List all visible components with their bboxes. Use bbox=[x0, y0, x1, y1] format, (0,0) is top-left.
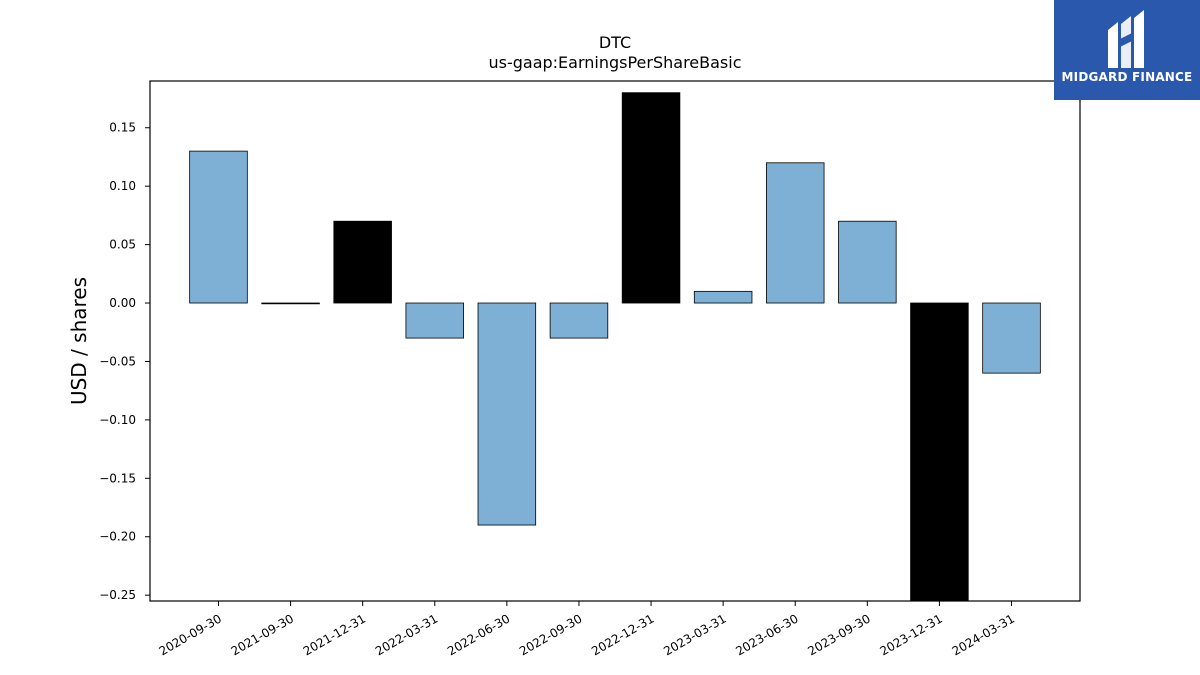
x-tick-label: 2022-09-30 bbox=[517, 611, 584, 658]
x-tick-label: 2022-03-31 bbox=[373, 611, 440, 658]
y-tick-label: 0.00 bbox=[109, 296, 136, 310]
bar-2023-12-31 bbox=[910, 302, 969, 602]
bar-2022-03-31 bbox=[405, 302, 464, 339]
y-axis-ticks: 0.15 0.10 0.05 0.00 −0.05 −0.10 −0.15 −0.20 −0.2… bbox=[99, 121, 150, 602]
bar-2021-09-30 bbox=[261, 302, 320, 305]
bar-2020-09-30 bbox=[189, 150, 248, 304]
x-axis-ticks: 2020-09-30 2021-09-30 2021-12-31 2022-03-31… bbox=[157, 601, 1017, 658]
bar-2022-09-30 bbox=[549, 302, 609, 339]
x-tick-label: 2023-03-31 bbox=[661, 611, 728, 658]
y-tick-label: 0.15 bbox=[109, 121, 136, 135]
x-tick-label: 2023-06-30 bbox=[733, 611, 800, 658]
x-tick-label: 2022-06-30 bbox=[445, 611, 512, 658]
bar-2022-12-31 bbox=[621, 92, 681, 304]
y-axis-label: USD / shares bbox=[67, 277, 91, 405]
bar-2021-12-31 bbox=[333, 220, 392, 304]
x-tick-label: 2022-12-31 bbox=[589, 611, 656, 658]
y-tick-label: 0.05 bbox=[109, 238, 136, 252]
chart-subtitle: us-gaap:EarningsPerShareBasic bbox=[488, 53, 741, 72]
x-tick-label: 2021-09-30 bbox=[229, 611, 296, 658]
chart-title: DTC bbox=[599, 33, 631, 52]
x-tick-label: 2024-03-31 bbox=[950, 611, 1017, 658]
bar-2023-03-31 bbox=[693, 290, 753, 304]
y-tick-label: −0.25 bbox=[99, 588, 136, 602]
x-tick-label: 2021-12-31 bbox=[301, 611, 368, 658]
y-tick-label: −0.20 bbox=[99, 530, 136, 544]
y-tick-label: 0.10 bbox=[109, 179, 136, 193]
x-tick-label: 2023-12-31 bbox=[878, 611, 945, 658]
y-tick-label: −0.15 bbox=[99, 471, 136, 485]
bar-2023-06-30 bbox=[766, 162, 825, 304]
bar-2023-09-30 bbox=[838, 220, 897, 304]
bar-group bbox=[189, 92, 1041, 602]
y-tick-label: −0.05 bbox=[99, 354, 136, 368]
x-tick-label: 2020-09-30 bbox=[157, 611, 224, 658]
brand-name: MIDGARD FINANCE bbox=[1061, 70, 1193, 84]
y-tick-label: −0.10 bbox=[99, 413, 136, 427]
x-tick-label: 2023-09-30 bbox=[805, 611, 872, 658]
bar-2024-03-31 bbox=[982, 302, 1041, 374]
midgard-m-logo-icon bbox=[1108, 10, 1144, 68]
plot-frame bbox=[149, 80, 1081, 602]
brand-logo: MIDGARD FINANCE bbox=[1054, 0, 1200, 100]
bar-2022-06-30 bbox=[477, 302, 537, 526]
